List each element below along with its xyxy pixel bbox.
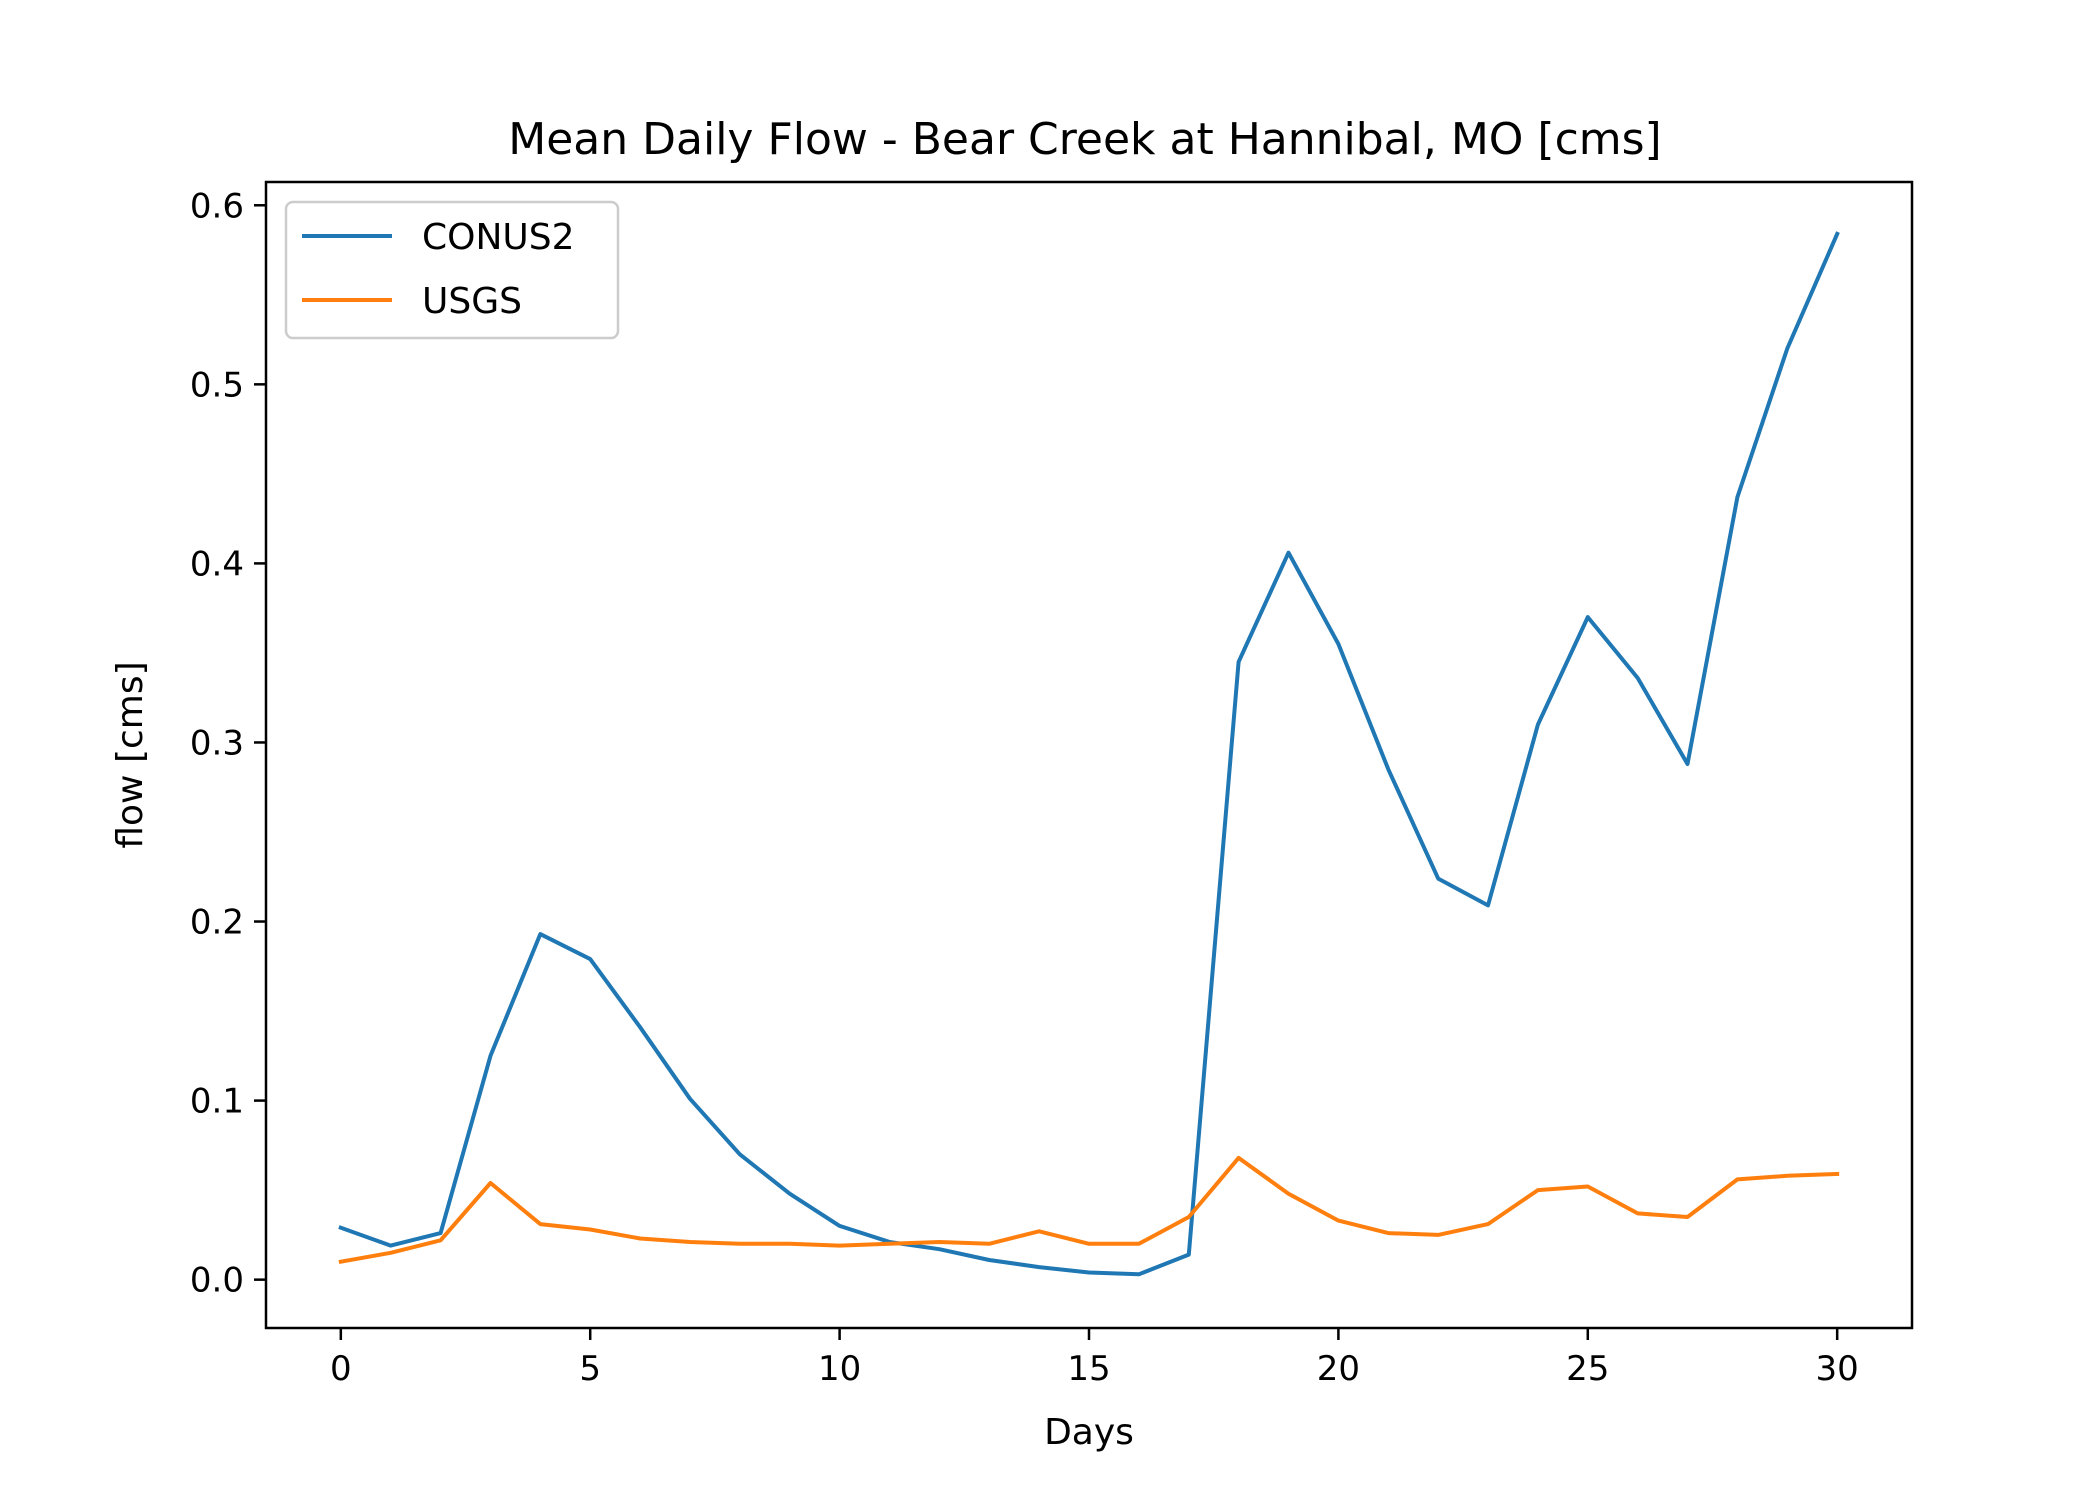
series-line-conus2 [338, 231, 1840, 1277]
plot-background [266, 182, 1912, 1328]
series-layer [338, 231, 1840, 1277]
y-tick-label: 0.3 [190, 723, 244, 763]
y-tick-label: 0.0 [190, 1261, 244, 1301]
x-tick-label: 30 [1816, 1349, 1859, 1389]
x-tick-label: 20 [1317, 1349, 1360, 1389]
y-axis-label: flow [cms] [110, 661, 151, 848]
y-axis: 0.0 0.1 0.2 0.3 0.4 0.5 0.6 [190, 186, 266, 1301]
legend-label-usgs: USGS [422, 281, 522, 322]
y-tick-label: 0.2 [190, 903, 244, 943]
series-line-usgs [338, 1155, 1840, 1265]
legend: CONUS2 USGS [284, 200, 620, 340]
x-tick-label: 10 [818, 1349, 861, 1389]
legend-items: CONUS2 USGS [302, 217, 575, 322]
x-axis-label: Days [1044, 1412, 1134, 1453]
y-tick-label: 0.5 [190, 365, 244, 405]
y-tick-label: 0.6 [190, 186, 244, 226]
y-tick-label: 0.4 [190, 544, 244, 584]
x-tick-label: 5 [579, 1349, 601, 1389]
x-tick-label: 25 [1566, 1349, 1609, 1389]
x-tick-label: 15 [1067, 1349, 1110, 1389]
plot-area [264, 180, 1914, 1330]
y-tick-label: 0.1 [190, 1082, 244, 1122]
x-axis: 0 5 10 15 20 25 30 [330, 1328, 1859, 1389]
legend-label-conus2: CONUS2 [422, 217, 575, 258]
x-tick-label: 0 [330, 1349, 352, 1389]
chart-title: Mean Daily Flow - Bear Creek at Hannibal… [508, 114, 1661, 165]
